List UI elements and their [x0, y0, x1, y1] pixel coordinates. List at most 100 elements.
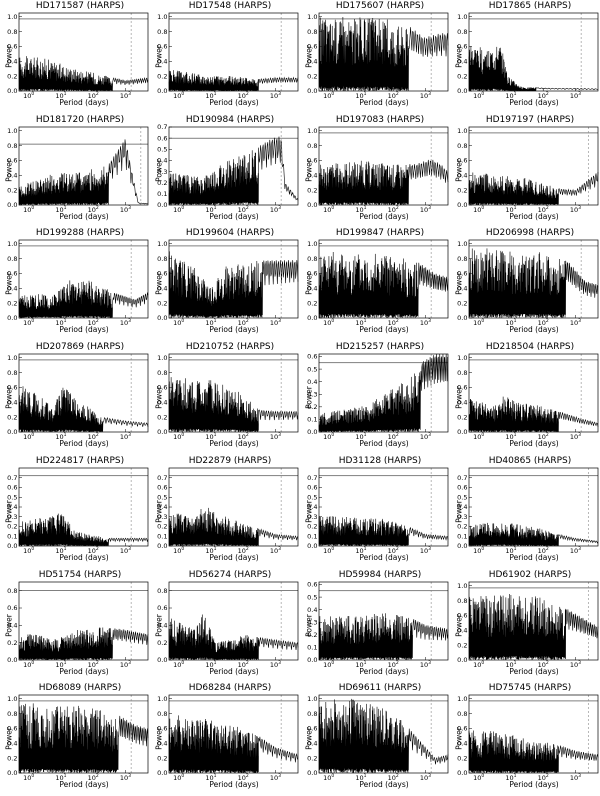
panel-title: HD206998 (HARPS) — [485, 228, 575, 239]
plot-frame — [168, 126, 299, 206]
x-tick-label: 100 — [323, 432, 334, 441]
x-tick-label: 101 — [205, 546, 216, 555]
periodogram-plot: 0.0 0.2 0.4 0.6 0.8 1.0 100 101 102 103 — [157, 694, 299, 782]
power-curve — [18, 56, 149, 92]
y-tick-label: 0.6 — [307, 353, 317, 361]
panel-title: HD199847 (HARPS) — [335, 228, 425, 239]
periodogram-panel: HD199604 (HARPS) Power Period (days) 0.0 0.2… — [150, 227, 300, 341]
y-tick-label: 0.0 — [157, 542, 167, 550]
y-tick-label: 0.3 — [457, 513, 467, 521]
x-tick-label: 101 — [505, 205, 516, 214]
x-tick-label: 102 — [538, 432, 549, 441]
x-tick-label: 101 — [55, 546, 66, 555]
x-tick-label: 101 — [55, 660, 66, 669]
y-tick-label: 0.7 — [307, 474, 317, 482]
x-tick-label: 100 — [323, 660, 334, 669]
x-tick-label: 102 — [88, 205, 99, 214]
y-tick-label: 1.0 — [157, 240, 167, 248]
y-tick-label: 0.6 — [7, 725, 17, 733]
y-tick-label: 0.4 — [457, 399, 467, 407]
x-tick-label: 103 — [270, 432, 281, 441]
x-tick-label: 101 — [205, 318, 216, 327]
y-tick-label: 1.0 — [7, 695, 17, 703]
power-curve — [468, 730, 599, 774]
x-tick-label: 101 — [355, 546, 366, 555]
y-tick-label: 0.3 — [307, 513, 317, 521]
power-curve — [468, 396, 599, 433]
y-tick-label: 0.6 — [457, 611, 467, 619]
y-tick-label: 0.4 — [307, 57, 317, 65]
x-tick-label: 100 — [23, 205, 34, 214]
y-tick-label: 0.8 — [7, 710, 17, 718]
y-tick-label: 0.5 — [7, 493, 17, 501]
y-tick-label: 0.8 — [157, 255, 167, 263]
x-axis-label: Period (days) — [59, 439, 109, 449]
x-tick-label: 101 — [205, 205, 216, 214]
power-curve — [318, 612, 449, 660]
y-tick-label: 0.3 — [307, 618, 317, 626]
x-tick-label: 100 — [473, 660, 484, 669]
y-tick-label: 0.6 — [307, 43, 317, 51]
x-tick-label: 103 — [420, 318, 431, 327]
x-tick-label: 103 — [120, 546, 131, 555]
power-curve — [168, 614, 299, 660]
panel-title: HD197197 (HARPS) — [485, 114, 575, 125]
x-tick-label: 102 — [238, 318, 249, 327]
x-tick-label: 102 — [538, 318, 549, 327]
x-tick-label: 103 — [570, 91, 581, 100]
y-tick-label: 0.4 — [157, 57, 167, 65]
x-tick-label: 101 — [355, 773, 366, 782]
y-tick-label: 0.0 — [457, 201, 467, 209]
panel-title: HD190984 (HARPS) — [185, 114, 275, 125]
panel-title: HD56274 (HARPS) — [188, 569, 272, 580]
x-axis-label: Period (days) — [359, 98, 409, 107]
periodogram-panel: HD199847 (HARPS) Power Period (days) 0.0 0.2… — [300, 227, 450, 341]
y-tick-label: 0.2 — [457, 413, 467, 421]
y-tick-label: 0.0 — [307, 428, 317, 436]
x-axis-label: Period (days) — [509, 211, 559, 221]
x-axis-label: Period (days) — [209, 211, 259, 221]
plot-frame — [318, 126, 449, 206]
periodogram-panel: HD40865 (HARPS) Power Period (days) 0.0 0.1 0… — [450, 455, 600, 569]
plot-frame — [468, 12, 599, 92]
plot-frame — [168, 694, 299, 774]
periodogram-panel: HD61902 (HARPS) Power Period (days) 0.0 0.2 0… — [450, 569, 600, 683]
x-axis-label: Period (days) — [209, 325, 259, 335]
x-axis-label: Period (days) — [359, 666, 409, 676]
periodogram-plot: 0.0 0.2 0.4 0.6 0.8 1.0 100 101 102 103 — [7, 126, 149, 214]
panel-title: HD22879 (HARPS) — [188, 455, 272, 466]
x-tick-label: 100 — [23, 546, 34, 555]
x-tick-label: 102 — [388, 432, 399, 441]
x-tick-label: 100 — [23, 432, 34, 441]
plot-frame — [468, 581, 599, 660]
y-tick-label: 0.4 — [457, 626, 467, 634]
y-tick-label: 0.5 — [157, 145, 167, 153]
x-tick-label: 102 — [88, 773, 99, 782]
y-tick-label: 0.4 — [7, 399, 17, 407]
power-curve — [468, 171, 599, 205]
x-tick-label: 100 — [473, 318, 484, 327]
y-tick-label: 1.0 — [7, 354, 17, 362]
y-tick-label: 0.0 — [457, 428, 467, 436]
periodogram-plot: 0.0 0.2 0.4 0.6 0.8 1.0 100 101 102 103 — [7, 12, 149, 100]
x-tick-label: 103 — [570, 773, 581, 782]
panel-title: HD199288 (HARPS) — [35, 228, 125, 239]
periodogram-plot: 0.0 0.1 0.20.3 0.4 0.5 0.60.7 100 101 102 103 — [307, 467, 449, 555]
panel-title: HD51754 (HARPS) — [38, 569, 122, 580]
x-tick-label: 102 — [88, 660, 99, 669]
x-tick-label: 103 — [420, 660, 431, 669]
x-tick-label: 101 — [55, 91, 66, 100]
plot-frame — [18, 126, 149, 206]
x-tick-label: 103 — [120, 91, 131, 100]
y-tick-label: 0.4 — [7, 740, 17, 748]
panel-title: HD40865 (HARPS) — [488, 455, 572, 466]
plot-frame — [318, 12, 449, 92]
y-tick-label: 0.4 — [7, 285, 17, 293]
x-tick-label: 100 — [323, 773, 334, 782]
y-tick-label: 1.0 — [157, 354, 167, 362]
periodogram-panel: HD69611 (HARPS) Power Period (days) 0.0 0.2 0… — [300, 682, 450, 796]
y-tick-label: 1.0 — [457, 240, 467, 248]
x-axis-label: Period (days) — [359, 325, 409, 335]
x-tick-label: 103 — [420, 205, 431, 214]
